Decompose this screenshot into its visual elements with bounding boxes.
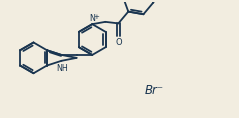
Text: NH: NH: [56, 64, 68, 73]
Text: O: O: [115, 38, 122, 47]
Text: +: +: [93, 14, 99, 20]
Text: N: N: [89, 14, 95, 23]
Text: Br⁻: Br⁻: [145, 84, 164, 97]
